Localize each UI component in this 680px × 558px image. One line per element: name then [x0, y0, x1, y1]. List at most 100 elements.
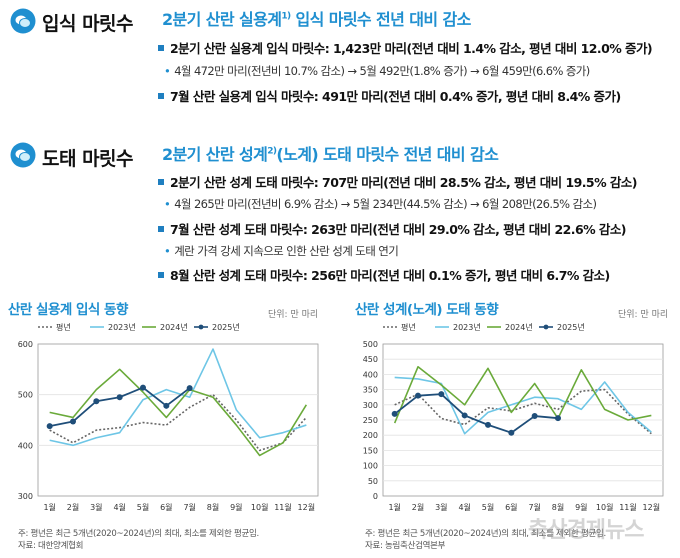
legend-marker [198, 324, 204, 330]
chart-title-stocking: 산란 실용계 입식 동향 [8, 302, 128, 318]
x-tick-label: 12월 [643, 502, 661, 512]
bullet-text: 2분기 산란 실용계 입식 마릿수: 1,423만 마리(전년 대비 1.4% … [170, 41, 653, 56]
bullet-text: 2분기 산란 성계 도태 마릿수: 707만 마리(전년 대비 28.5% 감소… [170, 175, 637, 190]
section-title-culling: 도태 마릿수 [42, 148, 134, 170]
sub-reason: • 계란 가격 강세 지속으로 인한 산란 성계 도태 연기 [164, 244, 399, 258]
x-tick-label: 9월 [230, 502, 242, 512]
data-point [555, 415, 561, 422]
legend-label: 평년 [401, 322, 416, 332]
x-tick-label: 8월 [207, 502, 219, 512]
culling-line-chart: 0 50 100 150 200 250 300 350 400 450 500 1월 2월 3월 4월 5월… [363, 322, 664, 512]
y-tick-label: 400 [18, 441, 33, 450]
legend-label: 2025년 [212, 322, 240, 332]
legend-label: 2025년 [557, 322, 585, 332]
x-tick-label: 8월 [552, 502, 564, 512]
chart-title-culling: 산란 성계(노계) 도태 동향 [355, 302, 499, 318]
data-point [186, 385, 193, 392]
y-tick-label: 300 [18, 492, 33, 501]
x-tick-label: 3월 [435, 502, 447, 512]
y-tick-label: 500 [18, 391, 33, 400]
x-tick-label: 5월 [482, 502, 494, 512]
sub-text: 계란 가격 강세 지속으로 인한 산란 성계 도태 연기 [174, 244, 399, 258]
x-tick-label: 6월 [505, 502, 517, 512]
series-line [49, 368, 308, 457]
series-line [394, 393, 559, 434]
coins-icon [10, 142, 36, 168]
x-tick-label: 6월 [160, 502, 172, 512]
headline-culling-main: 2분기 산란 성계 [162, 145, 268, 164]
sub-text: 4월 472만 마리(전년비 10.7% 감소) → 5월 492만(1.8% … [174, 64, 590, 78]
chart-note: 주: 평년은 최근 5개년(2020~2024년)의 최대, 최소를 제외한 평… [18, 529, 259, 539]
sub-text: 4월 265만 마리(전년비 6.9% 감소) → 5월 234만(44.5% … [174, 197, 597, 211]
y-tick-label: 600 [18, 340, 33, 349]
x-tick-label: 4월 [113, 502, 125, 512]
legend-item: 2024년 [142, 322, 188, 332]
y-tick-label: 350 [363, 386, 378, 395]
data-point [485, 421, 491, 428]
sub-monthly-culling: • 4월 265만 마리(전년비 6.9% 감소) → 5월 234만(44.5%… [164, 197, 597, 211]
headline-culling-rest: (노계) 도태 마릿수 전년 대비 감소 [276, 145, 499, 164]
legend-marker [543, 324, 549, 330]
x-tick-label: 5월 [137, 502, 149, 512]
stocking-line-chart: 300 400 500 600 1월 2월 3월 4월 5월 6월 7월 8월 9월 10월 11월 12월 평… [18, 322, 319, 512]
data-point [116, 394, 123, 401]
data-point [461, 412, 468, 419]
headline-stocking-main: 2분기 산란 실용계 [162, 10, 282, 29]
watermark: 축산경제뉴스 [528, 518, 644, 543]
x-tick-label: 2월 [412, 502, 424, 512]
data-point [140, 384, 146, 391]
legend-label: 평년 [56, 322, 71, 332]
headline-stocking: 2분기 산란 실용계1) 입식 마릿수 전년 대비 감소 [162, 6, 471, 30]
y-tick-label: 0 [373, 492, 378, 501]
y-tick-label: 100 [363, 462, 378, 471]
footnote-marker: 2) [267, 146, 277, 157]
data-point [93, 398, 100, 405]
chart-source: 자료: 농림축산검역본부 [365, 541, 446, 551]
bullet-aug-culling: 8월 산란 성계 도태 마릿수: 256만 마리(전년 대비 0.1% 증가, … [158, 265, 610, 284]
y-tick-label: 400 [363, 370, 378, 379]
legend-label: 2024년 [160, 322, 188, 332]
legend-label: 2023년 [453, 322, 481, 332]
footnote-marker: 1) [281, 11, 291, 22]
bullet-july-stocking: 7월 산란 실용계 입식 마릿수: 491만 마리(전년 대비 0.4% 증가,… [158, 86, 621, 105]
series-line [393, 365, 652, 424]
bullet-q2-stocking: 2분기 산란 실용계 입식 마릿수: 1,423만 마리(전년 대비 1.4% … [158, 38, 653, 57]
x-tick-label: 11월 [274, 502, 292, 512]
legend-item: 평년 [38, 322, 71, 332]
legend-item: 2024년 [487, 322, 533, 332]
legend-label: 2024년 [505, 322, 533, 332]
data-point [46, 423, 53, 430]
y-tick-label: 200 [363, 431, 378, 440]
bullet-text: 8월 산란 성계 도태 마릿수: 256만 마리(전년 대비 0.1% 증가, … [170, 268, 610, 283]
unit-label: 단위: 만 마리 [618, 310, 669, 320]
legend-item: 2025년 [194, 322, 240, 332]
unit-label: 단위: 만 마리 [268, 310, 319, 320]
bullet-text: 7월 산란 성계 도태 마릿수: 263만 마리(전년 대비 29.0% 감소,… [170, 222, 627, 237]
data-point [391, 410, 398, 417]
y-tick-label: 50 [368, 477, 378, 486]
x-tick-label: 7월 [528, 502, 540, 512]
y-tick-label: 250 [363, 416, 378, 425]
headline-culling: 2분기 산란 성계2)(노계) 도태 마릿수 전년 대비 감소 [162, 141, 499, 165]
sub-monthly-stocking: • 4월 472만 마리(전년비 10.7% 감소) → 5월 492만(1.8%… [164, 64, 590, 78]
x-tick-label: 10월 [596, 502, 614, 512]
section-title-stocking: 입식 마릿수 [42, 13, 134, 35]
y-tick-label: 450 [363, 355, 378, 364]
x-tick-label: 1월 [388, 502, 400, 512]
legend-item: 2025년 [539, 322, 585, 332]
x-tick-label: 12월 [298, 502, 316, 512]
y-tick-label: 500 [363, 340, 378, 349]
x-tick-label: 1월 [43, 502, 55, 512]
data-point [508, 429, 515, 436]
data-point [438, 391, 445, 398]
y-tick-label: 300 [363, 401, 378, 410]
legend-item: 2023년 [90, 322, 136, 332]
data-point [70, 418, 76, 425]
x-tick-label: 7월 [183, 502, 195, 512]
data-point [531, 413, 538, 420]
x-tick-label: 9월 [575, 502, 587, 512]
series-line [49, 348, 307, 447]
legend-item: 2023년 [435, 322, 481, 332]
x-tick-label: 10월 [251, 502, 269, 512]
bullet-text: 7월 산란 실용계 입식 마릿수: 491만 마리(전년 대비 0.4% 증가,… [170, 89, 621, 104]
